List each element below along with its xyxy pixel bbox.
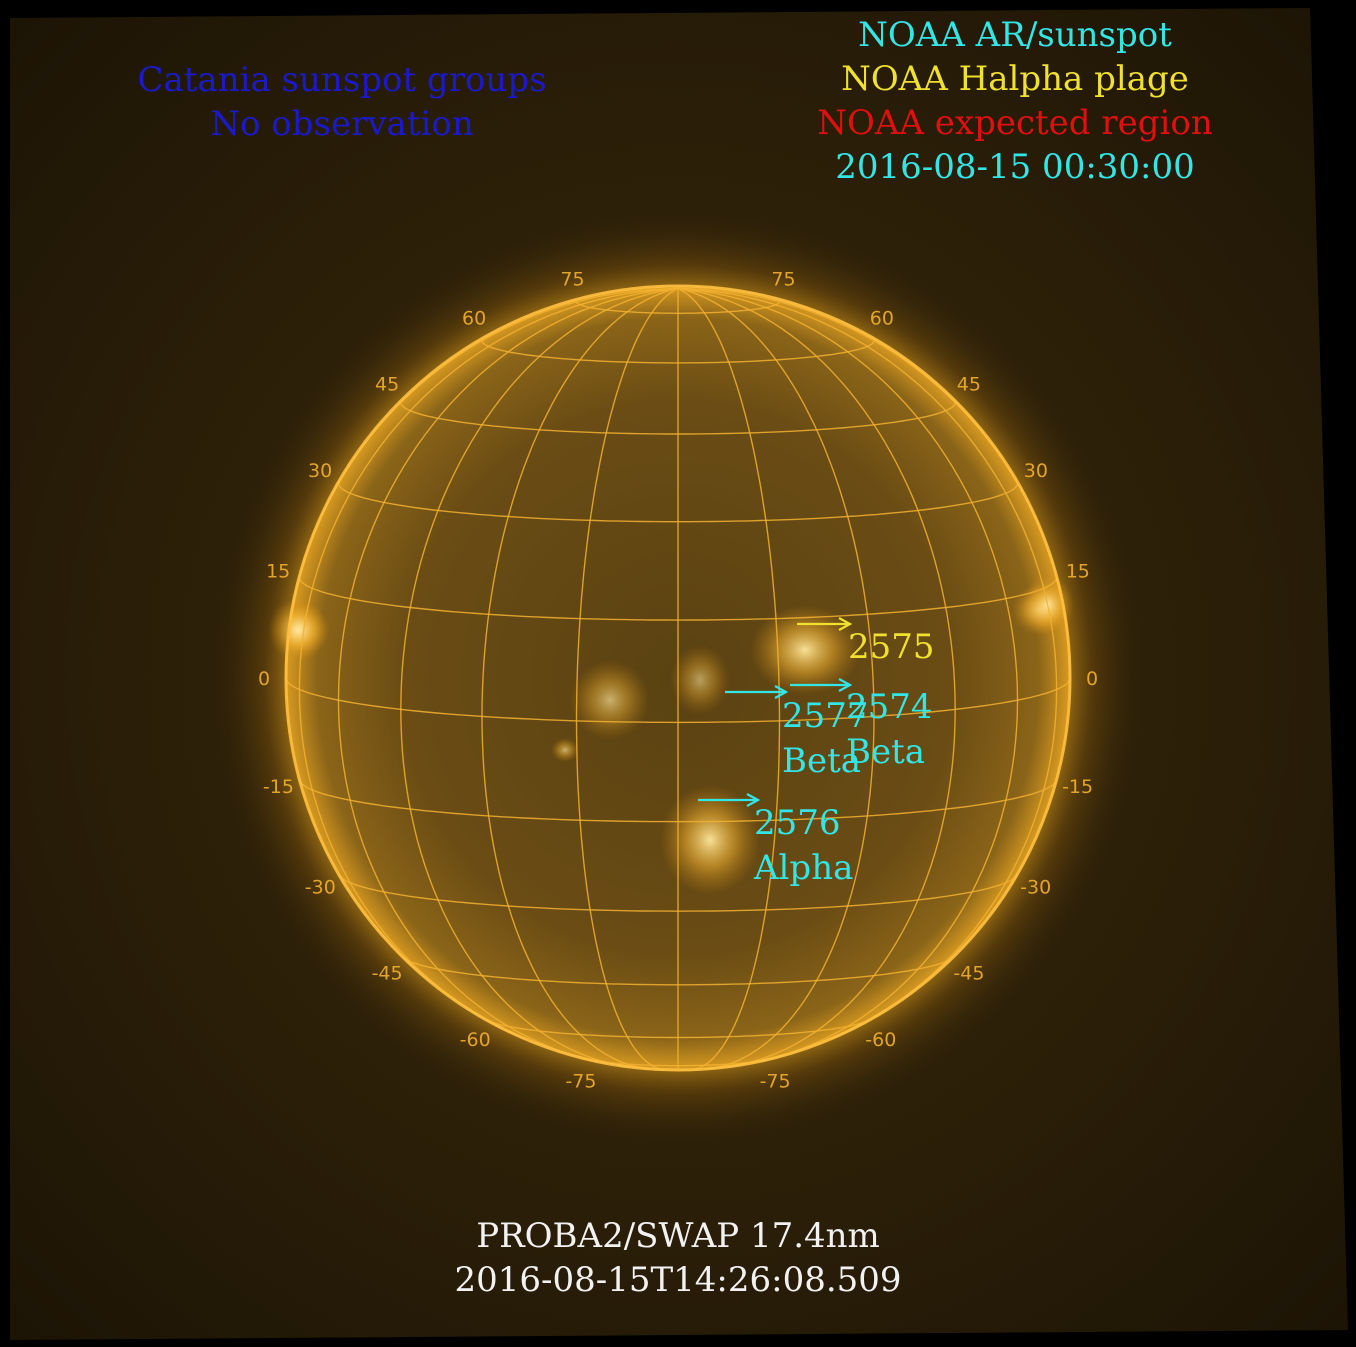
region-class-2577: Beta xyxy=(782,741,861,781)
latitude-label-right: 30 xyxy=(1024,460,1048,482)
legend-ar-sunspot: NOAA AR/sunspot xyxy=(858,15,1172,55)
latitude-label-left: -30 xyxy=(305,877,336,899)
instrument-name: PROBA2/SWAP 17.4nm xyxy=(476,1216,880,1256)
latitude-label-left: 45 xyxy=(375,373,399,395)
latitude-labels: 75 75 60 60 45 45 30 30 15 15 0 0 -15 -15 -30 -30 -45 -45… xyxy=(258,269,1098,1093)
longitude-line xyxy=(677,287,956,1068)
latitude-label-right: -60 xyxy=(865,1029,896,1051)
region-number-2574: 2574 xyxy=(846,687,933,727)
region-class-2574: Beta xyxy=(846,732,925,772)
noaa-legend: NOAA AR/sunspot NOAA Halpha plage NOAA e… xyxy=(790,13,1240,189)
heliographic-grid xyxy=(284,284,1072,1072)
region-number-2577: 2577 xyxy=(782,696,869,736)
region-arrow-head xyxy=(746,793,761,807)
latitude-label-left: -45 xyxy=(372,963,403,985)
solar-limb xyxy=(284,284,1072,1072)
latitude-label-right: 15 xyxy=(1066,560,1090,582)
latitude-label-left: -75 xyxy=(565,1070,596,1092)
latitude-label-left: 30 xyxy=(308,460,332,482)
catania-title: Catania sunspot groups xyxy=(137,60,547,100)
longitude-line xyxy=(677,287,1019,1062)
latitude-label-right: -15 xyxy=(1062,776,1093,798)
catania-legend: Catania sunspot groups No observation xyxy=(122,58,562,146)
latitude-label-left: 60 xyxy=(462,308,486,330)
legend-timestamp: 2016-08-15 00:30:00 xyxy=(835,147,1195,187)
catania-status: No observation xyxy=(210,104,474,144)
latitude-label-left: 15 xyxy=(266,560,290,582)
latitude-label-left: 75 xyxy=(560,269,584,291)
latitude-label-right: 45 xyxy=(957,373,981,395)
longitude-line xyxy=(677,287,1058,1040)
latitude-label-right: 75 xyxy=(771,269,795,291)
legend-halpha-plage: NOAA Halpha plage xyxy=(841,59,1189,99)
longitude-line xyxy=(298,287,679,1040)
latitude-label-left: -15 xyxy=(263,776,294,798)
latitude-label-right: -75 xyxy=(760,1070,791,1092)
legend-expected-region: NOAA expected region xyxy=(817,103,1213,143)
observation-time: 2016-08-15T14:26:08.509 xyxy=(454,1260,902,1300)
latitude-label-right: -45 xyxy=(953,963,984,985)
longitude-line xyxy=(400,287,679,1068)
region-number-2576: 2576 xyxy=(754,803,841,843)
longitude-line xyxy=(481,287,679,1070)
longitude-line xyxy=(677,287,781,1071)
longitude-line xyxy=(677,287,875,1070)
latitude-label-right: 0 xyxy=(1086,668,1098,690)
latitude-label-left: -60 xyxy=(460,1029,491,1051)
longitude-line xyxy=(575,287,679,1071)
region-number-2575: 2575 xyxy=(848,627,935,667)
latitude-label-left: 0 xyxy=(258,668,270,690)
latitude-label-right: 60 xyxy=(870,308,894,330)
region-class-2576: Alpha xyxy=(753,848,853,888)
longitude-line xyxy=(337,287,679,1062)
limb-bright-left xyxy=(268,598,328,662)
region-arrow-head xyxy=(838,678,853,692)
latitude-label-right: -30 xyxy=(1020,877,1051,899)
region-arrow-head xyxy=(774,685,789,699)
instrument-caption: PROBA2/SWAP 17.4nm 2016-08-15T14:26:08.5… xyxy=(378,1214,978,1302)
region-arrow-head xyxy=(838,617,853,631)
